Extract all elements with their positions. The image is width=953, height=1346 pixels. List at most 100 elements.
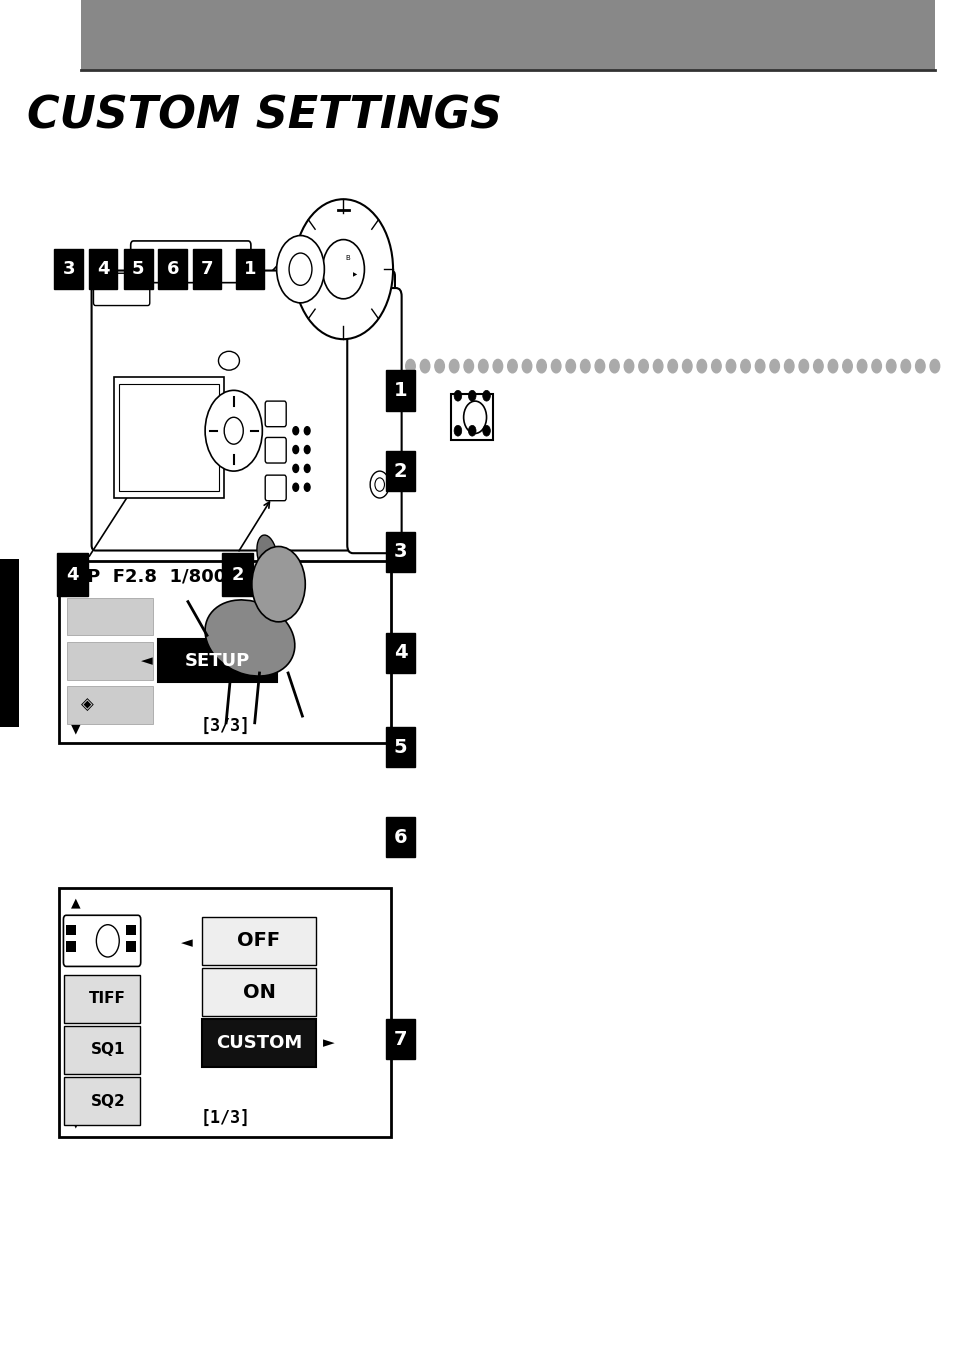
FancyBboxPatch shape — [54, 249, 83, 289]
Circle shape — [725, 359, 735, 373]
Circle shape — [435, 359, 444, 373]
FancyBboxPatch shape — [235, 249, 264, 289]
Circle shape — [482, 425, 490, 436]
Text: 2: 2 — [394, 462, 407, 481]
Circle shape — [653, 359, 662, 373]
Bar — [67, 686, 152, 724]
Text: ◈: ◈ — [81, 696, 94, 715]
Bar — [59, 888, 391, 1137]
Circle shape — [370, 471, 389, 498]
FancyBboxPatch shape — [202, 968, 315, 1016]
FancyBboxPatch shape — [386, 1019, 415, 1059]
Circle shape — [900, 359, 909, 373]
FancyBboxPatch shape — [451, 394, 493, 440]
Circle shape — [293, 464, 298, 472]
Text: 1: 1 — [243, 260, 256, 279]
Text: B: B — [346, 256, 350, 261]
FancyBboxPatch shape — [158, 249, 187, 289]
FancyBboxPatch shape — [65, 975, 139, 1023]
Text: SQ1: SQ1 — [91, 1042, 125, 1058]
Circle shape — [468, 390, 476, 401]
Circle shape — [915, 359, 924, 373]
Circle shape — [454, 425, 461, 436]
Circle shape — [929, 359, 939, 373]
FancyBboxPatch shape — [386, 532, 415, 572]
Text: [1/3]: [1/3] — [200, 1109, 250, 1127]
FancyBboxPatch shape — [124, 249, 152, 289]
FancyBboxPatch shape — [347, 288, 401, 553]
Bar — [67, 941, 75, 952]
FancyBboxPatch shape — [131, 241, 251, 283]
Circle shape — [375, 478, 384, 491]
Circle shape — [769, 359, 779, 373]
Circle shape — [478, 359, 488, 373]
Text: SETUP: SETUP — [185, 651, 250, 670]
Text: ON: ON — [242, 983, 275, 1001]
Circle shape — [681, 359, 691, 373]
Circle shape — [755, 359, 764, 373]
Bar — [126, 941, 135, 952]
Bar — [126, 925, 135, 935]
Circle shape — [639, 359, 648, 373]
Circle shape — [521, 359, 531, 373]
Text: 3: 3 — [62, 260, 75, 279]
Circle shape — [224, 417, 243, 444]
Circle shape — [493, 359, 502, 373]
Circle shape — [813, 359, 822, 373]
Circle shape — [565, 359, 575, 373]
Text: 1: 1 — [394, 381, 407, 400]
Text: ▲ P  F2.8  1/800 +2.0: ▲ P F2.8 1/800 +2.0 — [67, 568, 279, 586]
Circle shape — [857, 359, 866, 373]
Bar — [67, 598, 152, 635]
Circle shape — [205, 390, 262, 471]
Text: ◄: ◄ — [181, 934, 193, 950]
FancyBboxPatch shape — [386, 727, 415, 767]
FancyBboxPatch shape — [222, 553, 253, 596]
FancyBboxPatch shape — [89, 249, 117, 289]
Circle shape — [304, 483, 310, 491]
FancyBboxPatch shape — [265, 437, 286, 463]
Circle shape — [827, 359, 837, 373]
Circle shape — [551, 359, 560, 373]
Circle shape — [276, 236, 324, 303]
Circle shape — [293, 483, 298, 491]
Circle shape — [537, 359, 546, 373]
Text: [3/3]: [3/3] — [200, 717, 250, 735]
Circle shape — [740, 359, 749, 373]
FancyBboxPatch shape — [57, 553, 88, 596]
Circle shape — [885, 359, 895, 373]
Text: TIFF: TIFF — [90, 991, 126, 1007]
Circle shape — [595, 359, 604, 373]
FancyBboxPatch shape — [93, 273, 150, 306]
Bar — [67, 642, 152, 680]
Circle shape — [697, 359, 706, 373]
Text: ►: ► — [323, 1035, 335, 1051]
Text: 7: 7 — [200, 260, 213, 279]
Ellipse shape — [205, 600, 294, 676]
FancyBboxPatch shape — [193, 249, 221, 289]
Circle shape — [871, 359, 881, 373]
FancyBboxPatch shape — [202, 917, 315, 965]
Circle shape — [711, 359, 720, 373]
Circle shape — [304, 427, 310, 435]
Text: 4: 4 — [66, 565, 79, 584]
FancyBboxPatch shape — [202, 1019, 315, 1067]
Text: CUSTOM SETTINGS: CUSTOM SETTINGS — [27, 94, 501, 137]
FancyBboxPatch shape — [265, 401, 286, 427]
Text: ▶: ▶ — [353, 272, 356, 277]
Circle shape — [841, 359, 851, 373]
Bar — [81, 0, 934, 70]
Bar — [67, 925, 75, 935]
Circle shape — [783, 359, 793, 373]
Text: 6: 6 — [166, 260, 179, 279]
Bar — [59, 561, 391, 743]
Circle shape — [482, 390, 490, 401]
Circle shape — [463, 359, 473, 373]
Circle shape — [623, 359, 633, 373]
FancyBboxPatch shape — [386, 633, 415, 673]
Circle shape — [293, 427, 298, 435]
FancyBboxPatch shape — [65, 1026, 139, 1074]
Ellipse shape — [256, 534, 277, 575]
Text: 6: 6 — [394, 828, 407, 847]
Circle shape — [799, 359, 808, 373]
